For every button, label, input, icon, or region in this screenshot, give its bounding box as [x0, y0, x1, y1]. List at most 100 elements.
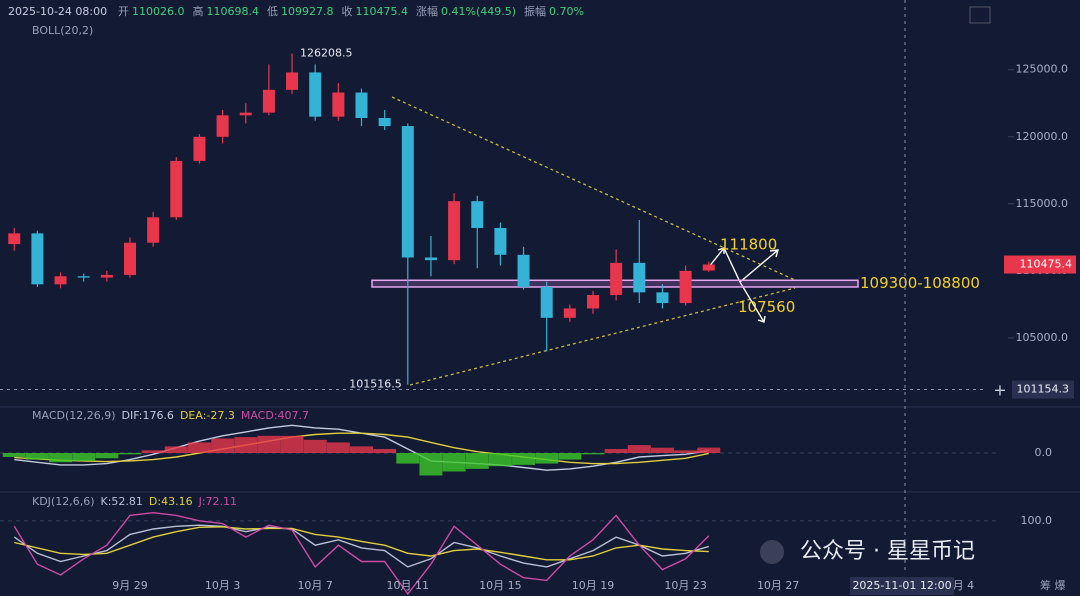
histogram-bar [697, 447, 721, 453]
crosshair-y-tag [1012, 380, 1074, 399]
histogram-bar [604, 449, 628, 453]
histogram-bar [442, 453, 466, 472]
candle-body [262, 89, 275, 113]
histogram-bar [650, 447, 674, 453]
crosshair-x-label: 2025-11-01 12:00 [852, 579, 951, 592]
histogram-bar [141, 450, 165, 453]
x-tick-label: 10月 27 [757, 579, 800, 592]
info-value: 110026.0 [132, 5, 185, 18]
histogram-bar [581, 453, 605, 455]
candle-body [401, 126, 414, 258]
histogram-bar [280, 435, 304, 453]
histogram-bar [303, 439, 327, 453]
x-tick-label: 月 4 [953, 579, 975, 592]
info-key: 高 [193, 4, 204, 18]
corner-text: 筹 爆 [1040, 578, 1066, 592]
candle-body [31, 233, 44, 285]
indicator-line [13, 511, 710, 596]
x-tick-label: 10月 11 [387, 579, 430, 592]
candle-body [355, 92, 368, 119]
histogram-bar [674, 450, 698, 453]
arrows [707, 247, 779, 323]
wechat-icon [760, 540, 784, 564]
zone-label: 109300-108800 [860, 274, 980, 292]
candle-body [77, 276, 90, 278]
histogram-bar [118, 453, 142, 455]
crosshair-plus: + [993, 381, 1006, 400]
candle-body [517, 254, 530, 287]
info-key: 收 [342, 4, 353, 18]
candle-body [563, 308, 576, 318]
info-value: 110475.4 [356, 5, 409, 18]
legend-entry: D:43.16 [149, 495, 193, 508]
target-label: 107560 [738, 298, 795, 316]
info-key: 振幅 [524, 4, 546, 18]
y-tick-label: 100.0 [1021, 514, 1053, 527]
legend-entry: DIF:176.6 [122, 409, 174, 422]
candle-body [424, 257, 437, 261]
histogram-bar [187, 442, 211, 453]
candle-body [216, 115, 229, 137]
candle-body [54, 276, 67, 285]
histogram-bar [95, 453, 119, 459]
histogram-bar [350, 446, 373, 453]
candle-body [239, 112, 252, 116]
info-value: 109927.8 [281, 5, 334, 18]
x-tick-label: 10月 19 [572, 579, 615, 592]
trend-line [391, 96, 796, 281]
x-tick-label: 9月 29 [112, 579, 148, 592]
info-key: 开 [118, 5, 129, 18]
candle-body [587, 295, 599, 309]
histogram-bar [2, 453, 26, 457]
candle-body [332, 92, 345, 117]
indicator-line [14, 432, 709, 465]
info-value: 0.41%(449.5) [441, 5, 516, 18]
y-tick-label: 115000.0 [1016, 197, 1069, 210]
x-tick-label: 10月 23 [664, 579, 707, 592]
candle-body [448, 201, 461, 261]
candle-body [494, 227, 507, 255]
info-key: 低 [267, 5, 278, 18]
x-tick-label: 10月 3 [205, 579, 241, 592]
histogram-bar [25, 453, 49, 460]
candle-body [679, 270, 692, 304]
histogram-bar [535, 453, 559, 464]
candle-body [471, 201, 484, 228]
candle-body [378, 118, 391, 127]
indicator-label: BOLL(20,2) [32, 24, 93, 37]
histogram-bar [512, 453, 536, 465]
y-tick-label: 0.0 [1035, 446, 1053, 459]
crosshair-y-label: 101154.3 [1017, 383, 1070, 396]
y-tick-label: 105000.0 [1016, 331, 1069, 344]
candle-body [309, 72, 322, 117]
candle-body [656, 292, 669, 304]
legend-entry: K:52.81 [101, 495, 143, 508]
info-key: 涨幅 [416, 5, 438, 18]
candle-body [170, 160, 183, 218]
histogram-bar [326, 442, 350, 453]
histogram-bar [49, 453, 73, 463]
histogram-bar [257, 435, 281, 453]
candle-body [702, 264, 715, 271]
candle-body [100, 274, 113, 278]
candle-body [147, 217, 160, 243]
low-label: 101516.5 [349, 378, 402, 391]
indicator-line [14, 526, 709, 561]
candle-body [633, 262, 646, 293]
histogram-bar [488, 453, 512, 467]
histogram-bar [72, 453, 96, 461]
histogram-bar [164, 446, 188, 453]
info-value: 0.70% [549, 5, 584, 18]
arrow [739, 281, 766, 323]
watermark: 公众号 · 星星币记 [800, 539, 975, 564]
x-tick-label: 10月 7 [297, 579, 333, 592]
indicator-line [13, 524, 709, 568]
high-label: 126208.5 [300, 47, 353, 60]
histogram-bar [373, 449, 397, 453]
candle-body [8, 233, 21, 245]
y-tick-label: 120000.0 [1016, 130, 1069, 143]
target-label: 111800 [720, 235, 777, 253]
fullscreen-icon[interactable] [969, 6, 991, 24]
